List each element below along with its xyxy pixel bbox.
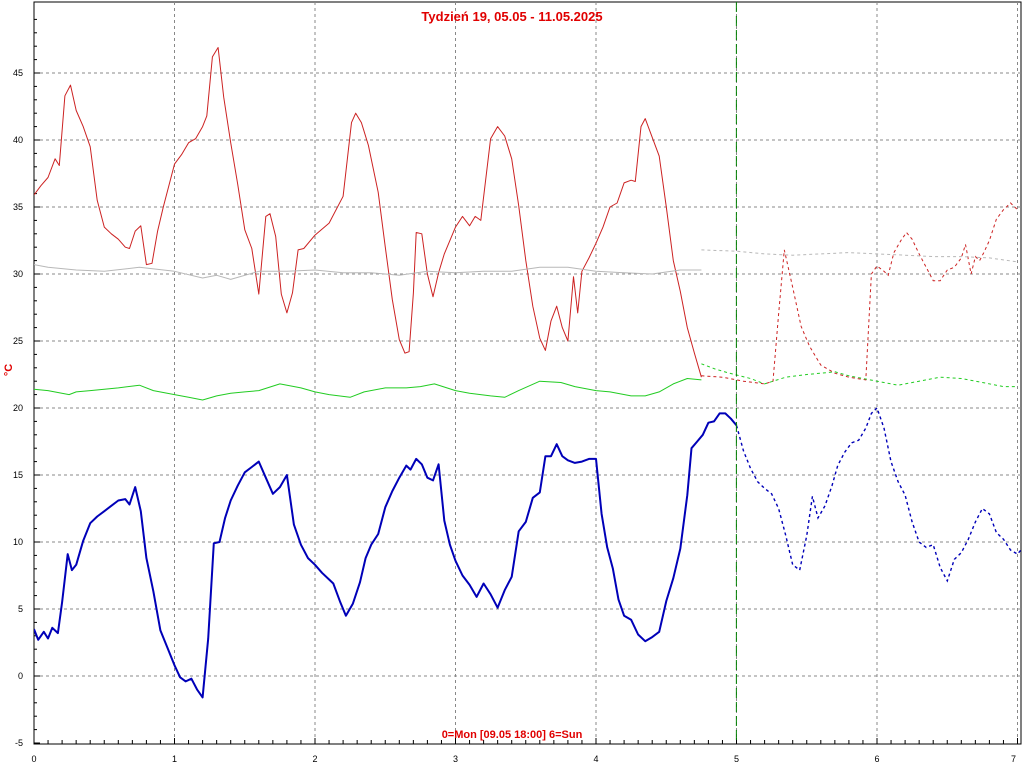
y-tick-label: 40 [13, 135, 23, 145]
series-0-measured-line [34, 47, 702, 378]
y-axis-label: °C [3, 363, 16, 377]
series-1-measured-line [34, 264, 702, 280]
y-tick-label: 15 [13, 470, 23, 480]
series-1-forecast-line [701, 249, 1018, 263]
x-tick-label: 5 [734, 754, 739, 764]
y-tick-label: 10 [13, 537, 23, 547]
x-axis-label: 0=Mon [09.05 18:00] 6=Sun [441, 729, 583, 741]
y-tick-label: 25 [13, 336, 23, 346]
plot-frame [33, 1, 1022, 745]
x-tick-label: 7 [1011, 754, 1016, 764]
series-2-measured-line [34, 378, 702, 401]
x-tick-label: 1 [172, 754, 177, 764]
chart-title: Tydzień 19, 05.05 - 11.05.2025 [421, 9, 603, 24]
series-3-measured-line [34, 412, 738, 699]
series-3-forecast-line [735, 406, 1021, 583]
y-tick-label: 0 [18, 671, 23, 681]
x-tick-label: 4 [593, 754, 598, 764]
y-tick-label: 45 [13, 68, 23, 78]
x-tick-label: 3 [453, 754, 458, 764]
y-tick-label: -5 [15, 738, 23, 748]
x-tick-label: 0 [31, 754, 36, 764]
y-tick-label: 20 [13, 403, 23, 413]
series-2-forecast-line [701, 363, 1018, 388]
series-0-forecast-line [701, 202, 1018, 385]
y-tick-label: 5 [18, 604, 23, 614]
x-tick-label: 6 [874, 754, 879, 764]
y-tick-label: 35 [13, 202, 23, 212]
x-tick-label: 2 [312, 754, 317, 764]
y-tick-label: 30 [13, 269, 23, 279]
